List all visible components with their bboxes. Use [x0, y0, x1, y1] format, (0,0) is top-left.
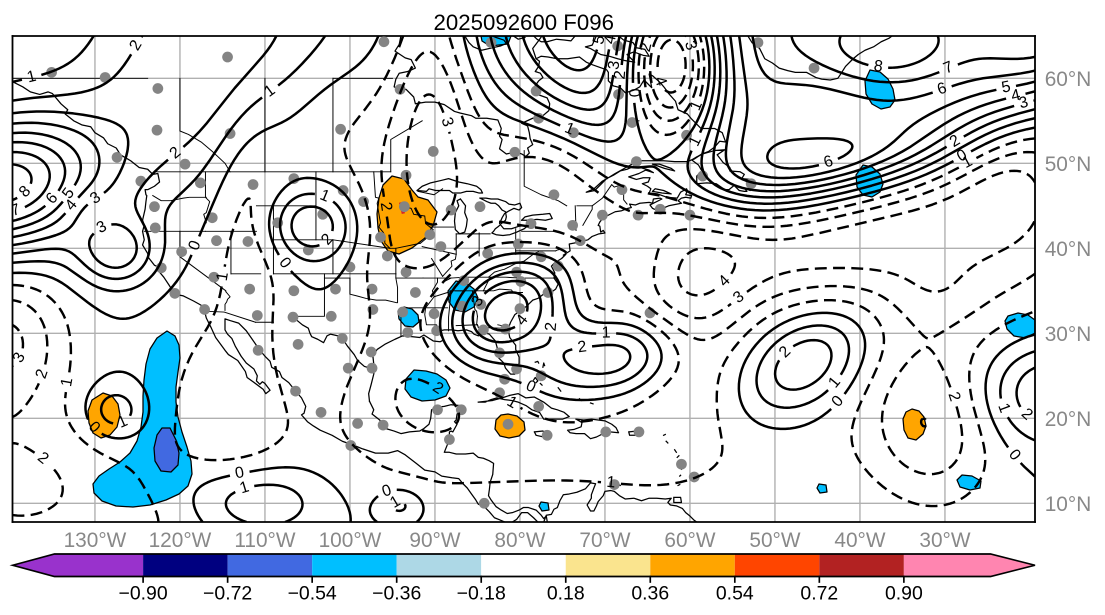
svg-text:1: 1 [238, 478, 252, 497]
svg-text:0.54: 0.54 [716, 583, 754, 605]
svg-text:40°N: 40°N [1045, 238, 1092, 261]
svg-text:−0.18: −0.18 [457, 583, 506, 605]
svg-text:5: 5 [590, 33, 609, 46]
svg-text:80°W: 80°W [494, 529, 545, 552]
svg-text:2: 2 [33, 367, 52, 381]
svg-text:50°N: 50°N [1045, 153, 1092, 176]
svg-text:2025092600 F096: 2025092600 F096 [434, 10, 614, 35]
svg-text:10°N: 10°N [1045, 493, 1092, 516]
svg-text:3: 3 [605, 60, 623, 71]
svg-text:0.18: 0.18 [547, 583, 585, 605]
svg-text:30°N: 30°N [1045, 323, 1092, 346]
svg-text:2: 2 [612, 70, 630, 80]
svg-text:60°W: 60°W [664, 529, 715, 552]
svg-text:130°W: 130°W [64, 529, 127, 552]
svg-text:5: 5 [1000, 78, 1012, 96]
svg-text:1: 1 [58, 376, 76, 388]
svg-text:−0.54: −0.54 [288, 583, 337, 605]
svg-text:0: 0 [625, 88, 643, 98]
svg-text:70°W: 70°W [579, 529, 630, 552]
svg-text:0: 0 [234, 464, 246, 482]
svg-text:60°N: 60°N [1045, 68, 1092, 91]
svg-text:0.90: 0.90 [885, 583, 923, 605]
svg-text:120°W: 120°W [149, 529, 212, 552]
svg-text:40°W: 40°W [834, 529, 885, 552]
svg-text:4: 4 [1009, 86, 1022, 105]
svg-text:100°W: 100°W [319, 529, 382, 552]
svg-text:0.72: 0.72 [800, 583, 838, 605]
svg-text:1: 1 [602, 324, 611, 341]
svg-text:1: 1 [214, 271, 232, 282]
svg-text:50°W: 50°W [749, 529, 800, 552]
svg-text:0.36: 0.36 [631, 583, 669, 605]
svg-text:−0.36: −0.36 [372, 583, 421, 605]
svg-text:4: 4 [601, 33, 619, 45]
svg-text:30°W: 30°W [919, 529, 970, 552]
svg-text:−0.72: −0.72 [203, 583, 252, 605]
svg-text:−0.90: −0.90 [119, 583, 168, 605]
svg-text:110°W: 110°W [234, 529, 296, 552]
svg-text:7: 7 [9, 201, 23, 220]
svg-text:2: 2 [637, 41, 656, 54]
svg-text:2: 2 [377, 201, 395, 212]
svg-text:1: 1 [25, 68, 38, 87]
svg-text:8: 8 [873, 58, 884, 76]
svg-text:2: 2 [577, 338, 588, 356]
svg-text:90°W: 90°W [409, 529, 460, 552]
svg-text:3: 3 [1017, 94, 1030, 113]
svg-text:2: 2 [543, 321, 561, 331]
svg-text:20°N: 20°N [1045, 408, 1092, 431]
svg-text:1: 1 [606, 474, 616, 492]
